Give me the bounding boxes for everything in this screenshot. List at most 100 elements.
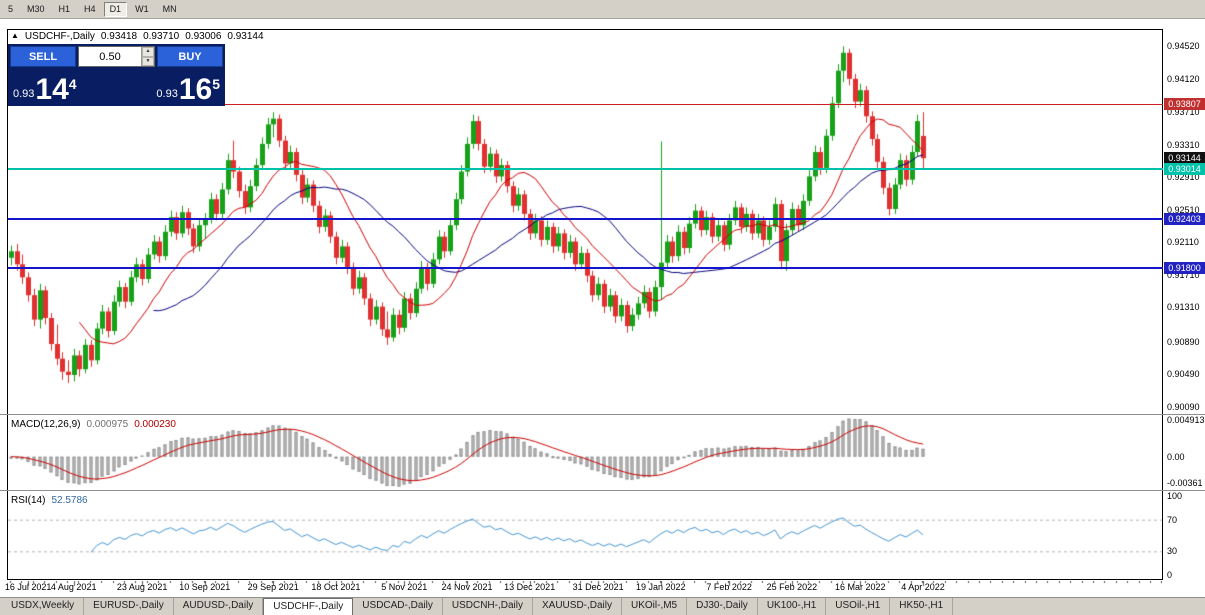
price-tag: 0.91800 [1164,261,1205,274]
timeframe-button[interactable]: W1 [129,2,155,17]
price-axis-label: 0.94120 [1167,73,1200,84]
chart-tab[interactable]: USDCAD-,Daily [353,598,443,615]
timeframe-button[interactable]: H1 [53,2,77,17]
chart-tabs-bar: USDX,Weekly EURUSD-,Daily AUDUSD-,Daily USD… [0,597,1205,615]
buy-price-big-digits: 16 [178,73,213,106]
macd-indicator-canvas[interactable] [8,416,1162,490]
time-axis-label: 24 Nov 2021 [441,582,493,592]
horizontal-level-line[interactable] [8,266,1163,269]
chart-tab[interactable]: UKOil-,M5 [622,598,688,615]
time-axis-label: 18 Oct 2021 [311,582,361,592]
time-axis-label: 16 Mar 2022 [835,582,886,592]
price-axis-label: 0.90490 [1167,369,1200,380]
volume-input[interactable] [79,47,141,66]
sell-price-pipette: 4 [68,76,77,92]
chart-low-value: 0.93006 [185,31,222,42]
price-axis-label: 0.93310 [1167,139,1200,150]
sell-price-big-digits: 14 [35,73,69,106]
time-axis-label: 31 Dec 2021 [572,582,624,592]
timeframe-button[interactable]: 5 [2,2,19,17]
chart-tab[interactable]: HK50-,H1 [890,598,954,615]
price-axis-label: 0.91710 [1167,269,1200,280]
sell-price-display[interactable]: 0.93 14 4 [13,73,117,106]
time-axis-canvas[interactable] [8,581,1162,596]
buy-price-prefix: 0.93 [156,88,178,100]
horizontal-level-line[interactable] [8,103,1163,105]
rsi-value: 52.5786 [51,495,88,506]
chart-ohlc-header: ▲ USDCHF-,Daily 0.93418 0.93710 0.93006 … [11,31,264,42]
time-axis-label: 7 Feb 2022 [706,582,752,592]
volume-control: ▲ ▼ [78,46,155,67]
price-tag: 0.93014 [1164,162,1205,175]
macd-label: MACD(12,26,9) [11,419,81,430]
chart-tab[interactable]: UK100-,H1 [758,598,827,615]
time-axis-label: 4 Apr 2022 [901,582,945,592]
time-axis-label: 25 Feb 2022 [766,582,818,592]
time-axis-label: 4 Aug 2021 [50,582,97,592]
macd-header: MACD(12,26,9) 0.000975 0.000230 [11,419,176,430]
price-axis-label: 0.92110 [1167,237,1199,248]
chart-tab[interactable]: USOil-,H1 [826,598,891,615]
horizontal-level-line[interactable] [8,167,1163,170]
time-axis-label: 29 Sep 2021 [247,582,299,592]
sell-button[interactable]: SELL [10,46,76,67]
time-axis-label: 5 Nov 2021 [381,582,428,592]
sell-price-prefix: 0.93 [13,88,35,100]
rsi-axis-label: 100 [1167,490,1183,501]
price-axis-label: 0.92910 [1167,172,1200,183]
macd-axis-label: 0.00 [1167,451,1185,462]
chart-tab[interactable]: AUDUSD-,Daily [174,598,264,615]
pane-separator[interactable] [0,414,1205,415]
chart-window: ▲ USDCHF-,Daily 0.93418 0.93710 0.93006 … [0,19,1205,597]
price-axis[interactable] [1164,29,1205,596]
price-axis-label: 0.90090 [1167,401,1200,412]
time-axis-label: 16 Jul 2021 [4,582,52,592]
chart-tab[interactable]: USDCHF-,Daily [263,598,354,615]
macd-axis-label: -0.00361 [1167,478,1203,489]
chart-tab[interactable]: USDCNH-,Daily [443,598,533,615]
price-axis-label: 0.90890 [1167,336,1200,347]
price-axis-label: 0.92510 [1167,204,1200,215]
macd-main-value: 0.000975 [86,419,129,430]
chart-high-value: 0.93710 [143,31,180,42]
chart-tab[interactable]: EURUSD-,Daily [84,598,174,615]
buy-button[interactable]: BUY [157,46,223,67]
macd-signal-value: 0.000230 [134,419,176,430]
rsi-header: RSI(14) 52.5786 [11,495,88,506]
time-axis-label: 19 Jan 2022 [636,582,686,592]
rsi-indicator-canvas[interactable] [8,492,1162,579]
timeframe-button[interactable]: MN [157,2,183,17]
rsi-axis-label: 70 [1167,514,1178,525]
timeframe-button[interactable]: H4 [78,2,102,17]
chart-tab[interactable]: USDX,Weekly [2,598,85,615]
chart-tab[interactable]: XAUUSD-,Daily [533,598,622,615]
volume-decrease-button[interactable]: ▼ [142,56,154,66]
volume-increase-button[interactable]: ▲ [142,47,154,57]
rsi-label: RSI(14) [11,495,46,506]
price-tag: 0.93807 [1164,98,1205,111]
price-tag: 0.93144 [1164,152,1205,165]
time-axis-label: 23 Aug 2021 [116,582,168,592]
time-axis-label: 13 Dec 2021 [504,582,556,592]
chart-symbol-label: USDCHF-,Daily [24,31,95,42]
rsi-axis-label: 30 [1167,546,1178,557]
horizontal-level-line[interactable] [8,217,1163,220]
chart-open-value: 0.93418 [100,31,138,42]
price-axis-label: 0.91310 [1167,302,1200,313]
one-click-trading-panel: SELL ▲ ▼ BUY 0.93 14 4 0.93 [8,44,225,106]
time-axis-label: 10 Sep 2021 [179,582,231,592]
price-axis-label: 0.94520 [1167,41,1200,52]
timeframe-button[interactable]: D1 [103,1,128,17]
buy-price-display[interactable]: 0.93 16 5 [117,73,220,106]
price-tag: 0.92403 [1164,212,1205,225]
chart-tab[interactable]: DJ30-,Daily [687,598,758,615]
macd-axis-label: 0.004913 [1167,415,1205,426]
pane-separator[interactable] [0,490,1205,491]
timeframe-button[interactable]: M30 [21,2,51,17]
chart-close-value: 0.93144 [227,31,264,42]
timeframe-toolbar: 5 M30 H1 H4 D1 W1 MN [0,0,1205,19]
rsi-axis-label: 0 [1167,570,1173,581]
price-axis-label: 0.93710 [1167,107,1200,118]
collapse-triangle-icon[interactable]: ▲ [11,31,19,40]
